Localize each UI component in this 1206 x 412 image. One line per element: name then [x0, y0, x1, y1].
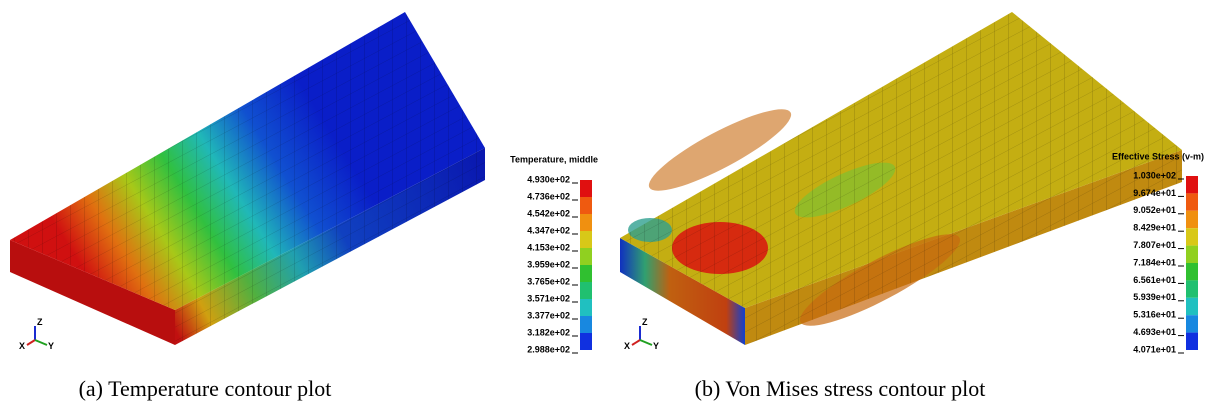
colorbar-segment [580, 197, 592, 214]
colorbar-segment [580, 282, 592, 299]
legend-label: 4.930e+02 [527, 174, 570, 184]
legend-label: 9.052e+01 [1133, 205, 1176, 215]
colorbar-segment [1186, 228, 1198, 246]
legend-label: 3.182e+02 [527, 327, 570, 337]
colorbar-segment [1186, 193, 1198, 211]
axis-y [34, 339, 48, 346]
colorbar-segment [1186, 263, 1198, 281]
colorbar-segment [580, 248, 592, 265]
legend-label: 2.988e+02 [527, 344, 570, 354]
axis-label: X [624, 341, 630, 351]
axis-x [631, 339, 641, 346]
legend-title: Effective Stress (v-m) [1112, 151, 1204, 161]
legend-label: 5.316e+01 [1133, 310, 1176, 320]
axis-label: Z [642, 317, 648, 327]
colorbar-segment [1186, 176, 1198, 194]
colorbar-segment [580, 316, 592, 333]
colorbar-segment [580, 299, 592, 316]
legend-label: 9.674e+01 [1133, 188, 1176, 198]
legend-label: 6.561e+01 [1133, 275, 1176, 285]
axis-y [639, 339, 653, 346]
legend-label: 8.429e+01 [1133, 223, 1176, 233]
colorbar-segment [1186, 297, 1198, 316]
axis-label: Y [48, 341, 54, 351]
colorbar-segment [1186, 280, 1198, 298]
legend-label: 3.765e+02 [527, 276, 570, 286]
legend-label: 4.347e+02 [527, 225, 570, 235]
legend-label: 4.542e+02 [527, 208, 570, 218]
legend-label: 4.071e+01 [1133, 344, 1176, 354]
colorbar-segment [1186, 332, 1198, 350]
legend-label: 7.184e+01 [1133, 257, 1176, 267]
legend-label: 1.030e+02 [1133, 170, 1176, 180]
colorbar-segment [1186, 245, 1198, 263]
colorbar-segment [580, 333, 592, 350]
caption: (b) Von Mises stress contour plot [695, 376, 986, 401]
legend-label: 3.959e+02 [527, 259, 570, 269]
axis-label: X [19, 341, 25, 351]
legend-label: 5.939e+01 [1133, 292, 1176, 302]
colorbar-segment [1186, 315, 1198, 333]
colorbar-segment [580, 231, 592, 248]
axis-label: Y [653, 341, 659, 351]
legend-title: Temperature, middle [510, 154, 598, 164]
temperature-model [10, 12, 485, 345]
legend-label: 4.736e+02 [527, 191, 570, 201]
axis-x [26, 339, 36, 346]
colorbar-segment [1186, 210, 1198, 229]
legend-label: 7.807e+01 [1133, 240, 1176, 250]
legend-label: 3.571e+02 [527, 293, 570, 303]
legend-label: 4.153e+02 [527, 242, 570, 252]
stress-model [620, 12, 1182, 345]
legend-label: 4.693e+01 [1133, 327, 1176, 337]
caption: (a) Temperature contour plot [79, 376, 332, 401]
colorbar-segment [580, 214, 592, 231]
legend-label: 3.377e+02 [527, 310, 570, 320]
colorbar-segment [580, 265, 592, 282]
axis-label: Z [37, 317, 43, 327]
colorbar-segment [580, 180, 592, 197]
